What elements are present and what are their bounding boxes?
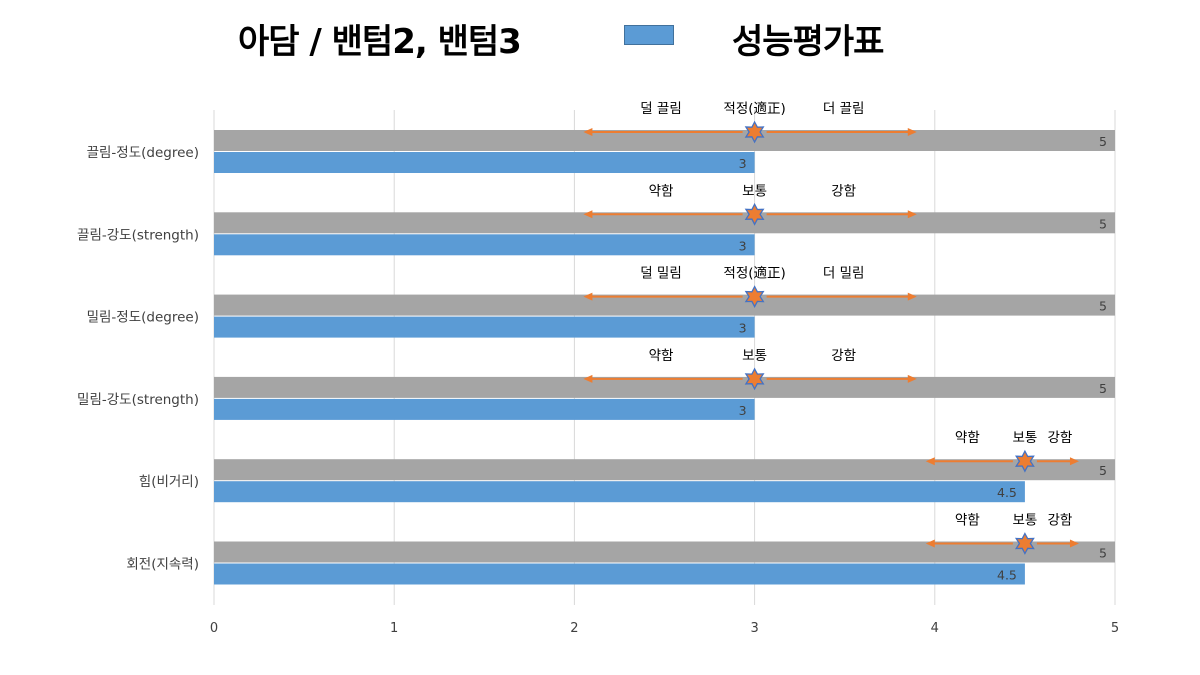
arrow-right-head [1069, 539, 1079, 548]
annotation-mid-label: 적정(適正) [723, 265, 785, 282]
annotation-left-label: 약함 [955, 513, 980, 529]
score-bar [214, 398, 755, 420]
max-bar [214, 376, 1115, 398]
score-bar [214, 234, 755, 256]
x-tick-label: 4 [931, 621, 939, 636]
max-bar-value: 5 [1099, 463, 1107, 478]
score-bar [214, 563, 1025, 585]
x-tick-label: 0 [210, 621, 218, 636]
annotation-right-label: 더 끌림 [823, 101, 865, 117]
score-bar-value: 3 [739, 403, 747, 418]
x-tick-label: 3 [750, 621, 758, 636]
arrow-left-head [925, 539, 935, 548]
arrow-right-head [907, 128, 917, 136]
category-label: 힘(비거리) [139, 474, 199, 490]
annotation-right-label: 강함 [831, 183, 856, 199]
score-bar-value: 4.5 [997, 485, 1017, 500]
annotation-mid-label: 보통 [1012, 430, 1037, 446]
max-bar-value: 5 [1099, 134, 1107, 149]
arrow-left-head [583, 128, 593, 136]
annotation-left-label: 약함 [649, 348, 674, 364]
arrow-left-head [583, 374, 593, 383]
star-marker [744, 367, 765, 391]
x-tick-label: 2 [570, 621, 578, 636]
annotation-left-label: 약함 [955, 430, 980, 446]
max-bar [214, 212, 1115, 234]
score-bar [214, 316, 755, 338]
star-marker [744, 120, 765, 144]
annotation-left-label: 덜 밀림 [640, 266, 682, 282]
annotation-mid-label: 적정(適正) [723, 100, 785, 117]
chart-title: 아담 / 밴텀2, 밴텀3 [238, 22, 522, 62]
arrow-right-head [907, 374, 917, 383]
annotation-right-label: 더 밀림 [823, 266, 865, 282]
score-bar-value: 3 [739, 238, 747, 253]
x-tick-label: 5 [1111, 621, 1119, 636]
arrow-left-head [583, 292, 593, 301]
annotation-left-label: 약함 [649, 183, 674, 199]
annotation-right-label: 강함 [831, 348, 856, 364]
score-bar-value: 4.5 [997, 568, 1017, 583]
annotation-right-label: 강함 [1048, 513, 1073, 529]
annotation-mid-label: 보통 [742, 183, 767, 199]
star-marker [1014, 532, 1035, 555]
arrow-right-head [907, 210, 917, 219]
legend-label: 성능평가표 [732, 22, 884, 62]
score-bar [214, 152, 755, 173]
annotation-right-label: 강함 [1048, 430, 1073, 446]
max-bar-value: 5 [1099, 381, 1107, 396]
annotation-left-label: 덜 끌림 [640, 101, 682, 117]
annotation-mid-label: 보통 [1012, 513, 1037, 529]
star-marker [744, 285, 765, 308]
max-bar [214, 459, 1115, 481]
arrow-right-head [907, 292, 917, 301]
score-bar [214, 481, 1025, 503]
max-bar [214, 130, 1115, 151]
max-bar-value: 5 [1099, 216, 1107, 231]
annotation-mid-label: 보통 [742, 348, 767, 364]
max-bar [214, 294, 1115, 316]
star-marker [1014, 449, 1035, 473]
category-label: 끌림-강도(strength) [77, 227, 199, 243]
category-label: 밀림-정도(degree) [87, 310, 199, 326]
x-tick-label: 1 [390, 621, 398, 636]
star-marker [744, 202, 765, 226]
max-bar-value: 5 [1099, 299, 1107, 314]
max-bar [214, 541, 1115, 563]
score-bar-value: 3 [739, 321, 747, 336]
arrow-left-head [583, 210, 593, 219]
category-label: 회전(지속력) [126, 557, 199, 573]
arrow-right-head [1069, 457, 1079, 466]
arrow-left-head [925, 457, 935, 466]
legend-swatch [624, 25, 674, 45]
max-bar-value: 5 [1099, 546, 1107, 561]
category-label: 밀림-강도(strength) [77, 392, 199, 408]
score-bar-value: 3 [739, 156, 747, 171]
category-label: 끌림-정도(degree) [87, 145, 199, 161]
